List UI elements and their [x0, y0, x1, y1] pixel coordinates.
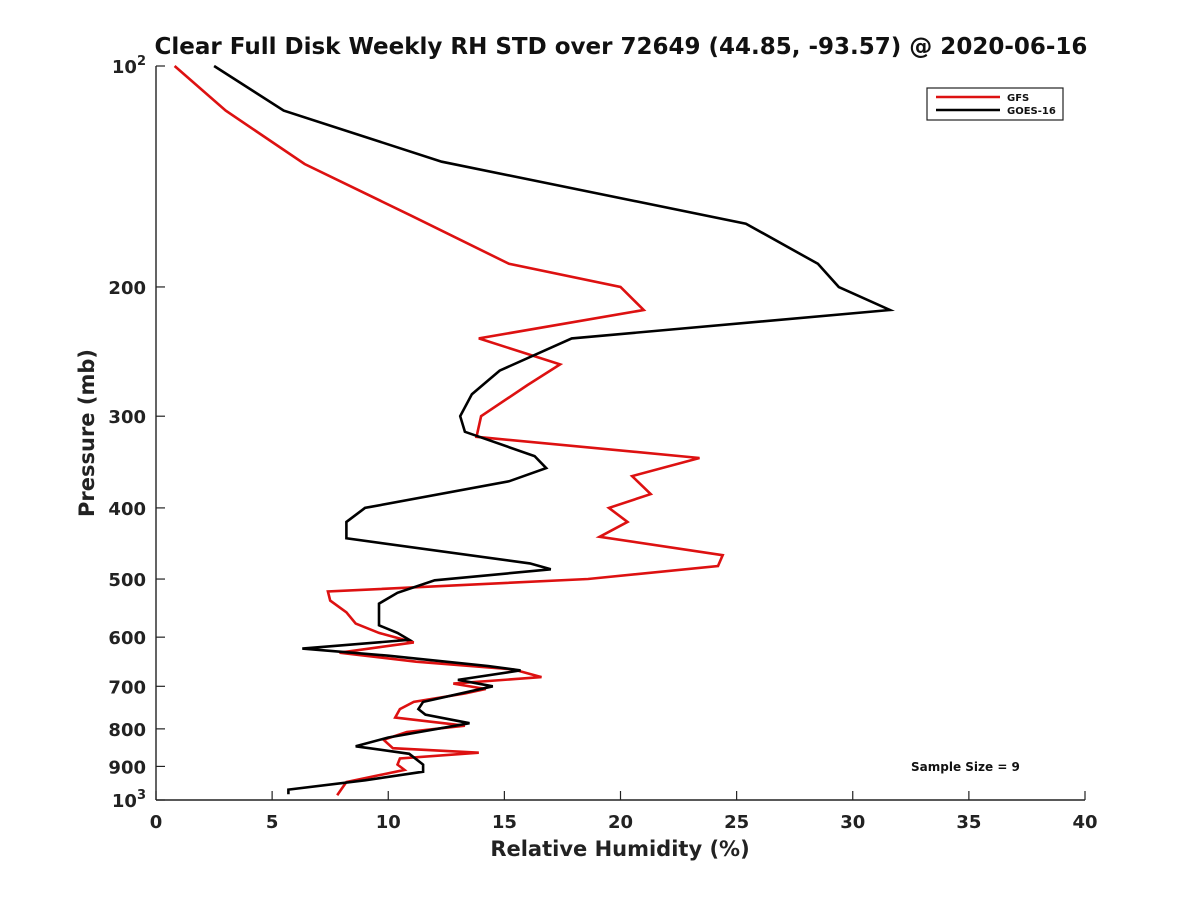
- x-ticks: 0 5 10 15 20 25 30 35 40: [150, 791, 1098, 833]
- x-tick-label: 10: [376, 812, 401, 833]
- y-axis-label: Pressure (mb): [75, 349, 99, 517]
- x-tick-label: 40: [1072, 812, 1097, 833]
- x-tick-label: 30: [840, 812, 865, 833]
- y-tick-exponent: 3: [137, 788, 146, 803]
- x-tick-label: 25: [724, 812, 749, 833]
- y-tick-exponent: 2: [137, 54, 146, 69]
- series-lines: [173, 64, 895, 796]
- y-tick-label: 400: [108, 499, 146, 520]
- y-tick-label: 300: [108, 407, 146, 428]
- legend-box: [926, 87, 1064, 121]
- plot-area: 0 5 10 15 20 25 30 35 40 10220030040050060070080…: [108, 54, 1097, 833]
- y-tick-label: 700: [108, 677, 146, 698]
- y-tick-base: 10: [112, 791, 137, 812]
- x-tick-label: 35: [956, 812, 981, 833]
- y-tick-label: 600: [108, 628, 146, 649]
- x-tick-label: 15: [492, 812, 517, 833]
- y-tick-base: 10: [112, 57, 137, 78]
- legend: GFS GOES-16: [926, 87, 1064, 121]
- y-tick-label: 900: [108, 757, 146, 778]
- y-tick-label: 102: [112, 54, 146, 78]
- x-tick-label: 20: [608, 812, 633, 833]
- legend-label-goes-16: GOES-16: [1007, 106, 1056, 117]
- y-tick-label: 200: [108, 278, 146, 299]
- x-tick-label: 5: [266, 812, 279, 833]
- legend-label-gfs: GFS: [1007, 93, 1029, 104]
- y-tick-label: 500: [108, 570, 146, 591]
- series-line-goes-16: [213, 64, 895, 795]
- y-tick-label: 800: [108, 720, 146, 741]
- x-tick-label: 0: [150, 812, 163, 833]
- series-line-gfs: [173, 65, 725, 796]
- chart-title: Clear Full Disk Weekly RH STD over 72649…: [155, 34, 1088, 60]
- y-tick-label: 103: [112, 788, 146, 812]
- sample-size-annotation: Sample Size = 9: [911, 760, 1020, 774]
- x-axis-label: Relative Humidity (%): [490, 837, 749, 861]
